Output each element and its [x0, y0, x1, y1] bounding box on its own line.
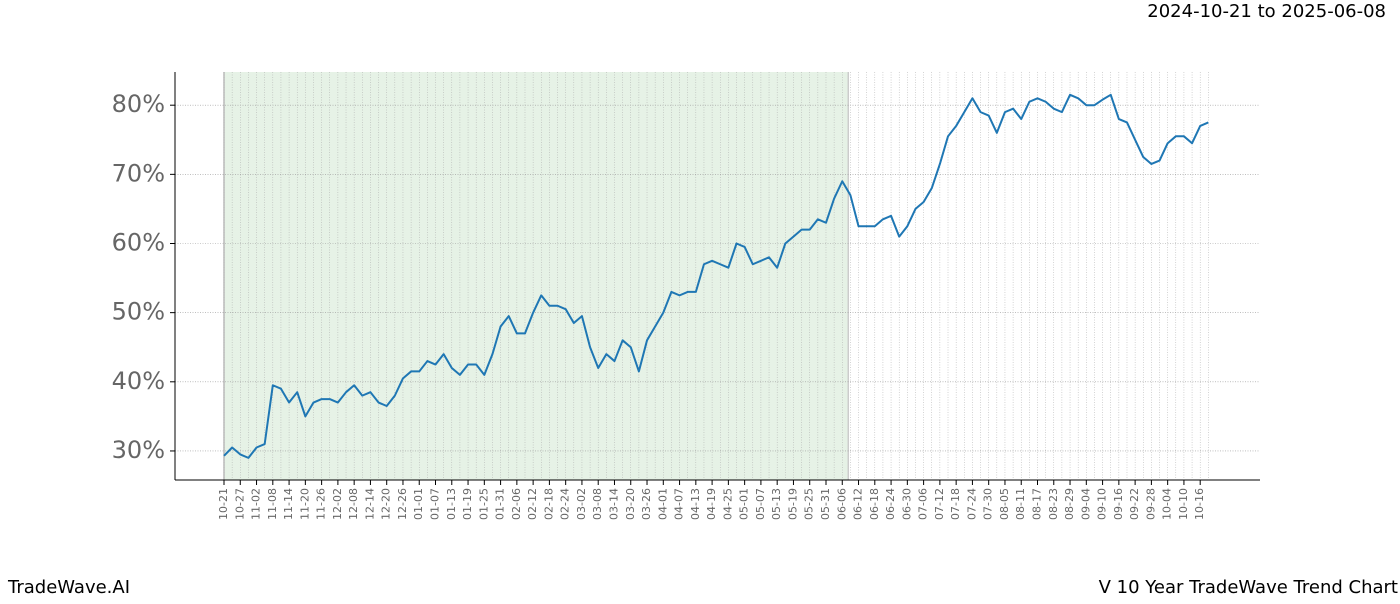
x-tick-label: 07-30: [982, 488, 995, 520]
x-tick-label: 02-24: [559, 488, 572, 520]
x-tick-label: 06-06: [835, 488, 848, 520]
x-tick-label: 06-12: [852, 488, 865, 520]
x-tick-label: 04-01: [656, 488, 669, 520]
series-line: [223, 93, 1209, 459]
x-tick-label: 05-01: [738, 488, 751, 520]
y-tick-label: 40%: [112, 367, 165, 395]
x-tick-label: 07-06: [917, 488, 930, 520]
x-tick-label: 04-07: [673, 488, 686, 520]
x-tick-label: 10-27: [233, 488, 246, 520]
x-tick-label: 12-02: [331, 488, 344, 520]
x-tick-label: 05-25: [803, 488, 816, 520]
x-tick-label: 08-17: [1031, 488, 1044, 520]
x-tick-label: 11-26: [315, 488, 328, 520]
x-tick-label: 03-08: [591, 488, 604, 520]
x-tick-label: 09-10: [1096, 488, 1109, 520]
x-tick-label: 01-13: [445, 488, 458, 520]
x-tick-label: 01-19: [461, 488, 474, 520]
x-tick-label: 12-08: [347, 488, 360, 520]
x-tick-label: 01-01: [412, 488, 425, 520]
x-tick-label: 06-24: [884, 488, 897, 520]
x-tick-label: 05-13: [770, 488, 783, 520]
x-tick-label: 12-26: [396, 488, 409, 520]
footer-left: TradeWave.AI: [7, 577, 130, 598]
x-tick-label: 11-20: [298, 488, 311, 520]
y-tick-label: 70%: [112, 159, 165, 187]
x-tick-label: 09-04: [1079, 488, 1092, 520]
footer-right: V 10 Year TradeWave Trend Chart: [1099, 577, 1398, 598]
x-tick-label: 05-31: [819, 488, 832, 520]
x-tick-label: 07-18: [949, 488, 962, 520]
x-tick-label: 02-12: [526, 488, 539, 520]
x-tick-label: 03-20: [624, 488, 637, 520]
shaded-region: [224, 72, 849, 480]
x-tick-label: 03-14: [607, 488, 620, 520]
y-tick-label: 60%: [112, 228, 165, 256]
x-tick-label: 09-16: [1112, 488, 1125, 520]
x-tick-label: 11-08: [266, 488, 279, 520]
x-tick-label: 01-07: [429, 488, 442, 520]
x-tick-label: 11-02: [250, 488, 263, 520]
x-tick-label: 10-04: [1161, 488, 1174, 520]
x-tick-label: 02-06: [510, 488, 523, 520]
x-tick-label: 10-16: [1193, 488, 1206, 520]
x-tick-label: 05-19: [786, 488, 799, 520]
x-tick-label: 01-31: [494, 488, 507, 520]
x-tick-label: 09-28: [1144, 488, 1157, 520]
x-tick-label: 07-12: [933, 488, 946, 520]
y-tick-label: 80%: [112, 90, 165, 118]
x-tick-label: 04-13: [689, 488, 702, 520]
x-tick-label: 07-24: [965, 488, 978, 520]
x-tick-label: 09-22: [1128, 488, 1141, 520]
date-range: 2024-10-21 to 2025-06-08: [1147, 1, 1386, 22]
x-tick-label: 04-19: [705, 488, 718, 520]
x-tick-label: 03-26: [640, 488, 653, 520]
x-tick-label: 04-25: [721, 488, 734, 520]
x-tick-label: 10-21: [217, 488, 230, 520]
x-tick-label: 05-07: [754, 488, 767, 520]
x-tick-label: 08-23: [1047, 488, 1060, 520]
x-tick-label: 12-14: [363, 488, 376, 520]
y-tick-label: 50%: [112, 298, 165, 326]
x-tick-label: 11-14: [282, 488, 295, 520]
x-tick-label: 08-29: [1063, 488, 1076, 520]
x-tick-label: 03-02: [575, 488, 588, 520]
x-tick-label: 08-11: [1014, 488, 1027, 520]
x-tick-label: 06-18: [868, 488, 881, 520]
x-tick-label: 12-20: [380, 488, 393, 520]
x-tick-label: 02-18: [542, 488, 555, 520]
x-tick-label: 01-25: [477, 488, 490, 520]
x-tick-label: 06-30: [900, 488, 913, 520]
y-tick-label: 30%: [112, 436, 165, 464]
x-tick-label: 10-10: [1177, 488, 1190, 520]
x-tick-label: 08-05: [998, 488, 1011, 520]
